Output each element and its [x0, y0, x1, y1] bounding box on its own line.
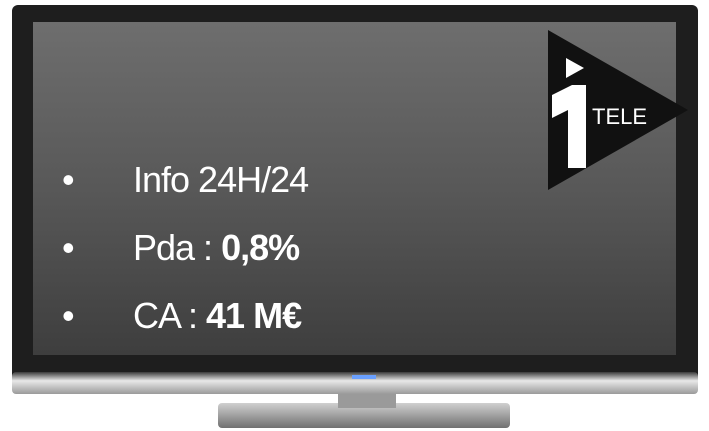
- bullet-label: Info 24H/24: [133, 159, 308, 200]
- bullet-list: • Info 24H/24 • Pda : 0,8% • CA : 41 M€: [62, 159, 309, 336]
- bullet-label: CA :: [133, 295, 206, 336]
- logo-play: [566, 58, 584, 78]
- bullet-text: CA : 41 M€: [133, 295, 302, 336]
- bullet-value: 41 M€: [206, 295, 302, 336]
- bullet-dot: •: [62, 159, 74, 200]
- logo-text: TELE: [592, 104, 647, 129]
- bullet-label: Pda :: [133, 227, 221, 268]
- logo-one: [552, 85, 586, 168]
- bezel-strip: [12, 372, 698, 394]
- bullet-value: 0,8%: [221, 227, 300, 268]
- stand-neck: [338, 392, 396, 408]
- stand-base: [218, 403, 510, 428]
- bullet-dot: •: [62, 295, 74, 336]
- bullet-text: Info 24H/24: [133, 159, 308, 200]
- bullet-dot: •: [62, 227, 74, 268]
- bullet-text: Pda : 0,8%: [133, 227, 300, 268]
- logo: TELE: [548, 30, 688, 190]
- power-led: [352, 375, 376, 379]
